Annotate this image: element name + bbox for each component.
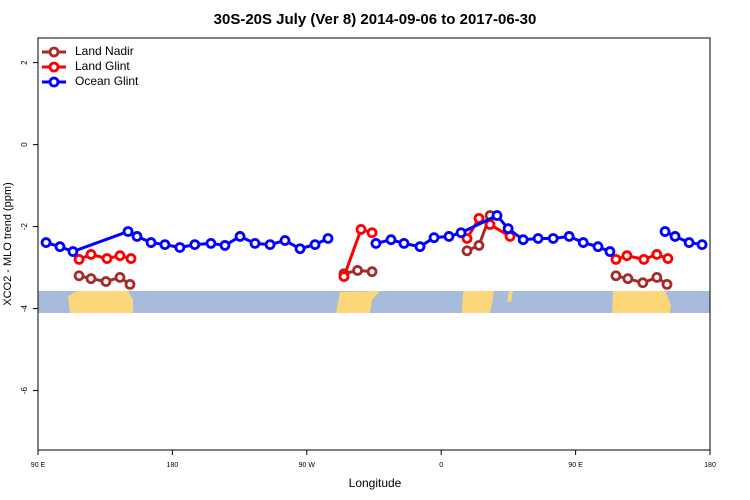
data-point <box>249 237 261 249</box>
data-point <box>219 240 231 251</box>
data-point <box>264 239 276 251</box>
data-point <box>455 227 467 239</box>
data-point <box>473 240 485 251</box>
data-point <box>610 270 622 282</box>
data-point <box>662 253 674 264</box>
legend-marker <box>48 76 60 88</box>
data-point <box>473 212 485 224</box>
data-point <box>577 237 589 248</box>
data-point <box>610 253 622 265</box>
data-point <box>54 241 66 253</box>
data-point <box>309 239 321 251</box>
data-point <box>651 272 663 283</box>
data-point <box>114 250 126 262</box>
y-tick-label: 0 <box>20 142 29 147</box>
y-tick-label: -4 <box>20 304 29 312</box>
land-strip <box>38 291 710 313</box>
land-patch <box>68 291 133 313</box>
data-point <box>85 249 97 260</box>
data-point <box>661 278 673 290</box>
land-patch <box>336 291 380 313</box>
ocean-band <box>38 291 710 313</box>
data-point <box>114 272 126 283</box>
data-point <box>100 276 112 287</box>
x-axis-label: Longitude <box>349 476 402 490</box>
land-patch <box>507 291 513 302</box>
data-point <box>592 241 604 253</box>
data-point <box>651 249 663 260</box>
data-point <box>622 273 634 285</box>
x-tick-label: 180 <box>167 462 179 469</box>
data-point <box>398 237 410 249</box>
plot-frame <box>37 37 711 451</box>
data-point <box>461 233 473 244</box>
data-point <box>125 253 137 264</box>
data-point <box>145 237 157 248</box>
x-tick-label: 90 E <box>568 462 583 469</box>
data-point <box>414 241 426 253</box>
data-point <box>461 245 473 257</box>
data-point <box>532 233 544 244</box>
legend-label: Ocean Glint <box>75 74 139 88</box>
data-point <box>189 239 201 251</box>
data-point <box>338 271 350 282</box>
data-point <box>547 233 559 244</box>
legend-marker <box>48 61 60 73</box>
data-point <box>370 237 382 249</box>
data-point <box>517 234 529 246</box>
data-point <box>73 270 85 282</box>
y-axis-label: XCO2 - MLO trend (ppm) <box>2 182 14 305</box>
data-point <box>428 232 440 244</box>
data-point <box>40 237 52 248</box>
x-tick-label: 0 <box>439 462 443 469</box>
data-point <box>352 265 363 276</box>
data-point <box>174 242 186 253</box>
data-point <box>101 253 113 264</box>
x-tick-label: 90 E <box>31 462 46 469</box>
chart-title: 30S-20S July (Ver 8) 2014-09-06 to 2017-… <box>214 11 537 28</box>
data-point <box>563 231 575 242</box>
data-point <box>131 231 143 242</box>
data-point <box>366 227 378 239</box>
data-point <box>322 233 334 244</box>
y-tick-label: 2 <box>20 60 29 65</box>
legend-label: Land Nadir <box>75 44 134 58</box>
x-tick-label: 180 <box>704 462 716 469</box>
data-point <box>385 234 397 246</box>
legend-marker <box>48 46 60 58</box>
data-point <box>443 231 455 242</box>
x-tick-label: 90 W <box>299 462 316 469</box>
data-point <box>85 273 97 285</box>
data-point <box>637 277 649 289</box>
data-point <box>294 243 306 255</box>
data-point <box>159 239 171 251</box>
data-point <box>659 226 671 237</box>
data-point <box>683 237 695 248</box>
y-tick-label: -6 <box>20 386 29 394</box>
data-point <box>366 266 378 278</box>
data-point <box>205 237 217 249</box>
data-point <box>696 239 708 251</box>
data-point <box>234 231 246 242</box>
land-patch <box>612 291 671 313</box>
data-point <box>355 224 367 235</box>
data-point <box>502 223 514 235</box>
data-point <box>669 231 681 242</box>
data-point <box>124 278 136 290</box>
data-point <box>491 210 503 221</box>
data-point <box>122 226 134 237</box>
y-tick-label: -2 <box>20 222 29 230</box>
data-point <box>67 246 79 257</box>
data-point <box>621 250 633 262</box>
data-point <box>638 253 650 265</box>
data-point <box>279 235 291 246</box>
land-patch <box>462 291 494 313</box>
data-point <box>604 246 616 257</box>
data-point <box>73 253 85 265</box>
legend-label: Land Glint <box>75 59 130 73</box>
